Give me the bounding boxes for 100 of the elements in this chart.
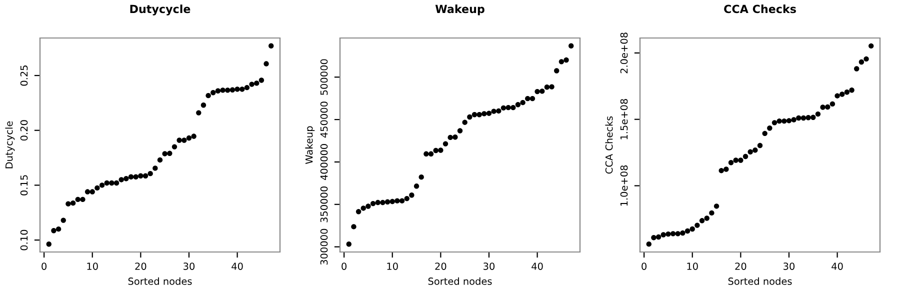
point: [849, 88, 854, 93]
point: [384, 199, 390, 204]
point: [186, 135, 192, 141]
y-tick-label: 400000: [320, 144, 328, 180]
point: [540, 88, 545, 94]
point: [820, 104, 826, 110]
y-tick-label: 1.0e+08: [620, 165, 628, 206]
point: [191, 134, 196, 139]
point: [864, 56, 869, 62]
point: [346, 242, 352, 247]
point: [491, 108, 496, 114]
point: [651, 235, 656, 240]
x-tick-label: 30: [184, 262, 195, 270]
point: [258, 78, 264, 83]
point: [854, 66, 860, 72]
point: [196, 110, 202, 116]
point: [244, 84, 250, 90]
point: [844, 90, 850, 95]
point: [157, 157, 163, 163]
point: [510, 104, 516, 110]
point: [142, 173, 148, 178]
point: [670, 231, 676, 236]
point: [646, 241, 652, 247]
x-tick-label: 0: [42, 262, 47, 270]
point: [666, 231, 671, 237]
point: [482, 111, 487, 116]
point: [457, 128, 463, 134]
point: [133, 174, 138, 180]
point: [418, 174, 424, 180]
point: [128, 174, 134, 180]
point: [791, 117, 796, 122]
x-axis-title: Sorted nodes: [428, 277, 492, 285]
point: [433, 148, 438, 154]
point: [240, 86, 245, 92]
point: [544, 84, 550, 90]
point: [414, 184, 420, 189]
point: [360, 206, 366, 211]
point: [375, 200, 380, 206]
point: [234, 86, 240, 92]
y-tick-label: 350000: [320, 186, 328, 222]
point: [500, 105, 506, 111]
point: [264, 61, 269, 66]
point: [684, 228, 690, 234]
point: [366, 204, 371, 209]
point: [370, 200, 376, 206]
x-tick-label: 0: [642, 262, 647, 270]
point: [762, 130, 768, 136]
point: [724, 166, 729, 172]
point: [210, 90, 216, 96]
point: [442, 141, 448, 146]
point: [738, 158, 744, 163]
point: [94, 185, 100, 191]
point: [182, 138, 187, 143]
point: [424, 151, 429, 157]
point: [554, 68, 560, 74]
point: [694, 222, 700, 228]
point: [104, 180, 110, 186]
x-axis-title: Sorted nodes: [128, 277, 192, 285]
point: [99, 182, 105, 188]
point: [268, 43, 274, 48]
x-tick-label: 40: [532, 262, 543, 270]
point: [718, 168, 724, 174]
point: [124, 176, 129, 182]
point: [438, 148, 444, 153]
point: [825, 104, 830, 110]
point: [462, 120, 468, 125]
point: [757, 142, 763, 148]
chart-title: CCA Checks: [724, 4, 796, 14]
point: [467, 114, 472, 120]
y-axis-title: Dutycycle: [5, 121, 15, 168]
point: [660, 232, 666, 238]
point: [486, 110, 492, 116]
x-tick-label: 0: [342, 262, 347, 270]
point: [699, 218, 705, 224]
y-tick-label: 0.25: [20, 66, 28, 86]
point: [80, 196, 86, 202]
point: [858, 59, 864, 65]
point: [810, 114, 816, 120]
point: [172, 144, 178, 150]
point: [748, 149, 753, 154]
point: [220, 88, 226, 93]
point: [868, 43, 874, 49]
point: [90, 189, 95, 194]
point: [728, 160, 734, 166]
point: [520, 100, 526, 106]
point: [525, 96, 530, 102]
point: [448, 134, 453, 140]
point: [109, 180, 114, 186]
x-tick-label: 20: [135, 262, 146, 270]
chart-title: Dutycycle: [130, 4, 190, 16]
x-tick-label: 10: [687, 262, 698, 270]
x-tick-label: 30: [484, 262, 495, 270]
point: [568, 43, 574, 48]
point: [472, 112, 478, 118]
y-axis-title: Wakeup: [305, 126, 315, 164]
point: [249, 82, 254, 87]
x-tick-label: 40: [832, 262, 843, 270]
x-tick-label: 30: [784, 262, 795, 270]
point: [46, 242, 52, 247]
point: [515, 102, 521, 108]
